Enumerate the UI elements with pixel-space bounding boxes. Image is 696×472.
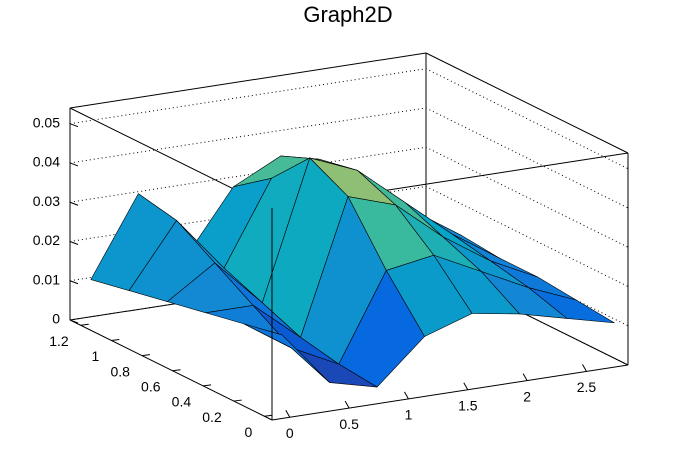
box-edge (69, 52, 427, 109)
y-tick (172, 369, 181, 372)
x-tick-label: 0.5 (339, 416, 359, 432)
chart-title: Graph2D (303, 2, 392, 27)
axis-line (271, 364, 629, 421)
x-tick (463, 382, 469, 390)
y-tick (233, 399, 242, 402)
y-tick (264, 414, 273, 417)
x-tick-label: 1 (405, 407, 413, 423)
y-tick-label: 1 (92, 348, 100, 364)
box-edge (425, 52, 629, 154)
x-tick (285, 410, 291, 418)
grid-line (69, 146, 629, 248)
x-tick (344, 400, 350, 409)
grid-line (69, 107, 629, 209)
y-tick-label: 0.6 (141, 378, 161, 394)
z-tick (69, 123, 79, 128)
y-tick-label: 0.8 (110, 363, 130, 379)
y-tick-label: 0.2 (202, 409, 222, 425)
grid-line (69, 185, 629, 287)
z-tick-label: 0.03 (33, 193, 60, 209)
x-tick-label: 1.5 (458, 397, 478, 413)
y-tick (141, 354, 150, 357)
x-tick-label: 2 (523, 388, 531, 404)
z-tick-label: 0.04 (33, 154, 60, 170)
x-tick (404, 391, 409, 400)
x-tick (522, 373, 528, 381)
z-tick-label: 0.05 (33, 114, 60, 130)
x-tick (582, 364, 587, 372)
y-tick (80, 323, 89, 326)
z-tick (69, 201, 79, 206)
z-tick (69, 280, 79, 285)
y-tick-label: 0.4 (172, 394, 192, 410)
x-tick-label: 0 (286, 425, 294, 441)
z-tick-label: 0.01 (33, 271, 60, 287)
y-tick (203, 384, 212, 387)
z-tick-label: 0.02 (33, 232, 60, 248)
y-tick-label: 1.2 (49, 333, 69, 349)
surface-cell (243, 323, 330, 383)
grid-line (69, 68, 629, 170)
z-tick (69, 162, 79, 167)
y-tick-label: 0 (245, 424, 253, 440)
x-tick-label: 2.5 (577, 379, 597, 395)
z-tick-label: 0 (52, 311, 60, 327)
y-tick (111, 338, 120, 341)
z-tick (69, 241, 79, 245)
axis-line (69, 319, 273, 421)
